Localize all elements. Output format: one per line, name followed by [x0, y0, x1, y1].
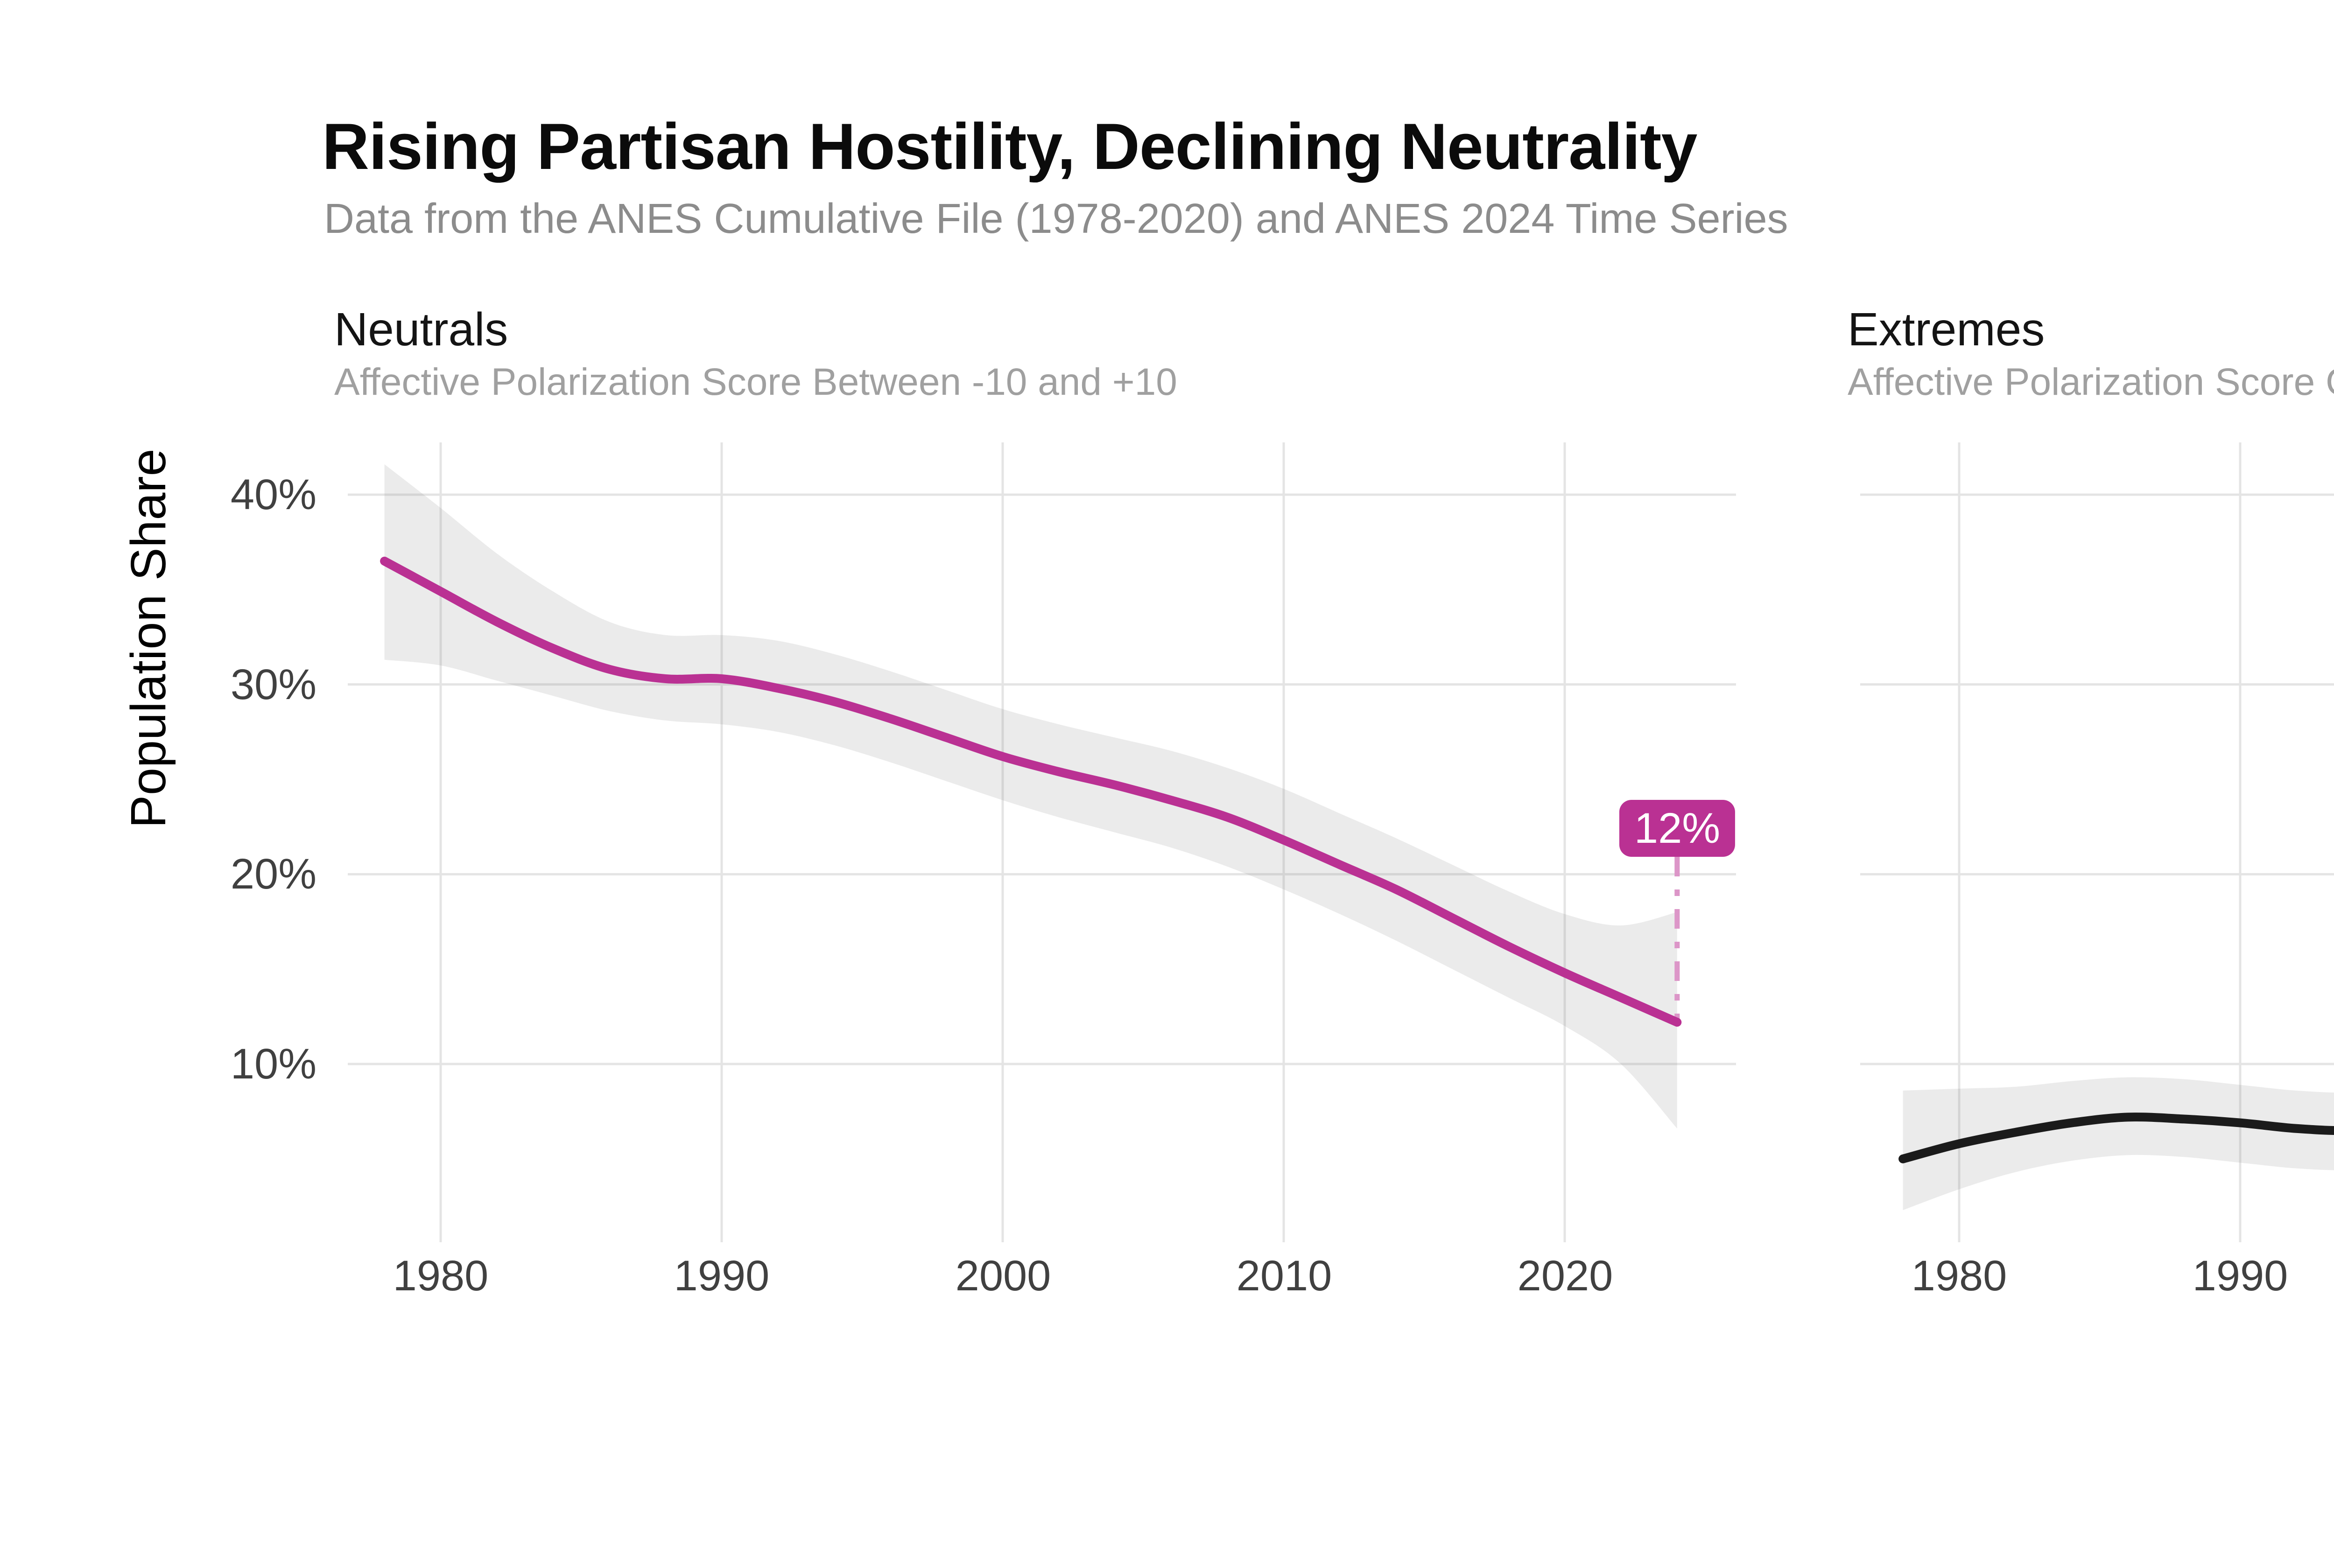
x-tick-neutrals-2000: 2000: [955, 1252, 1051, 1300]
y-tick-40: 40%: [230, 471, 316, 518]
confidence-band: [384, 464, 1677, 1129]
x-tick-neutrals-1980: 1980: [393, 1252, 489, 1300]
panel-subtitle-neutrals: Affective Polarization Score Between -10…: [334, 361, 1177, 403]
x-tick-extremes-1980: 1980: [1911, 1252, 2007, 1300]
x-tick-neutrals-2010: 2010: [1236, 1252, 1332, 1300]
x-tick-extremes-1990: 1990: [2192, 1252, 2288, 1300]
trend-line: [1898, 1113, 2334, 1163]
neutrals-panel-plot: [348, 442, 1736, 1242]
y-tick-20: 20%: [230, 850, 316, 898]
trend-line: [380, 556, 1682, 1027]
extremes-panel-plot: [1860, 442, 2334, 1242]
x-tick-neutrals-1990: 1990: [674, 1252, 770, 1300]
panel-title-neutrals: Neutrals: [334, 303, 508, 356]
y-tick-10: 10%: [230, 1040, 316, 1088]
confidence-band: [1903, 1077, 2334, 1211]
y-tick-30: 30%: [230, 661, 316, 708]
page-subtitle: Data from the ANES Cumulative File (1978…: [324, 196, 1788, 242]
panel-title-extremes: Extremes: [1848, 303, 2045, 356]
page-title: Rising Partisan Hostility, Declining Neu…: [322, 110, 1697, 183]
neutrals-end-value-badge: 12%: [1619, 800, 1736, 857]
x-tick-neutrals-2020: 2020: [1517, 1252, 1613, 1300]
panel-subtitle-extremes: Affective Polarization Score Greater Tha…: [1848, 361, 2334, 403]
